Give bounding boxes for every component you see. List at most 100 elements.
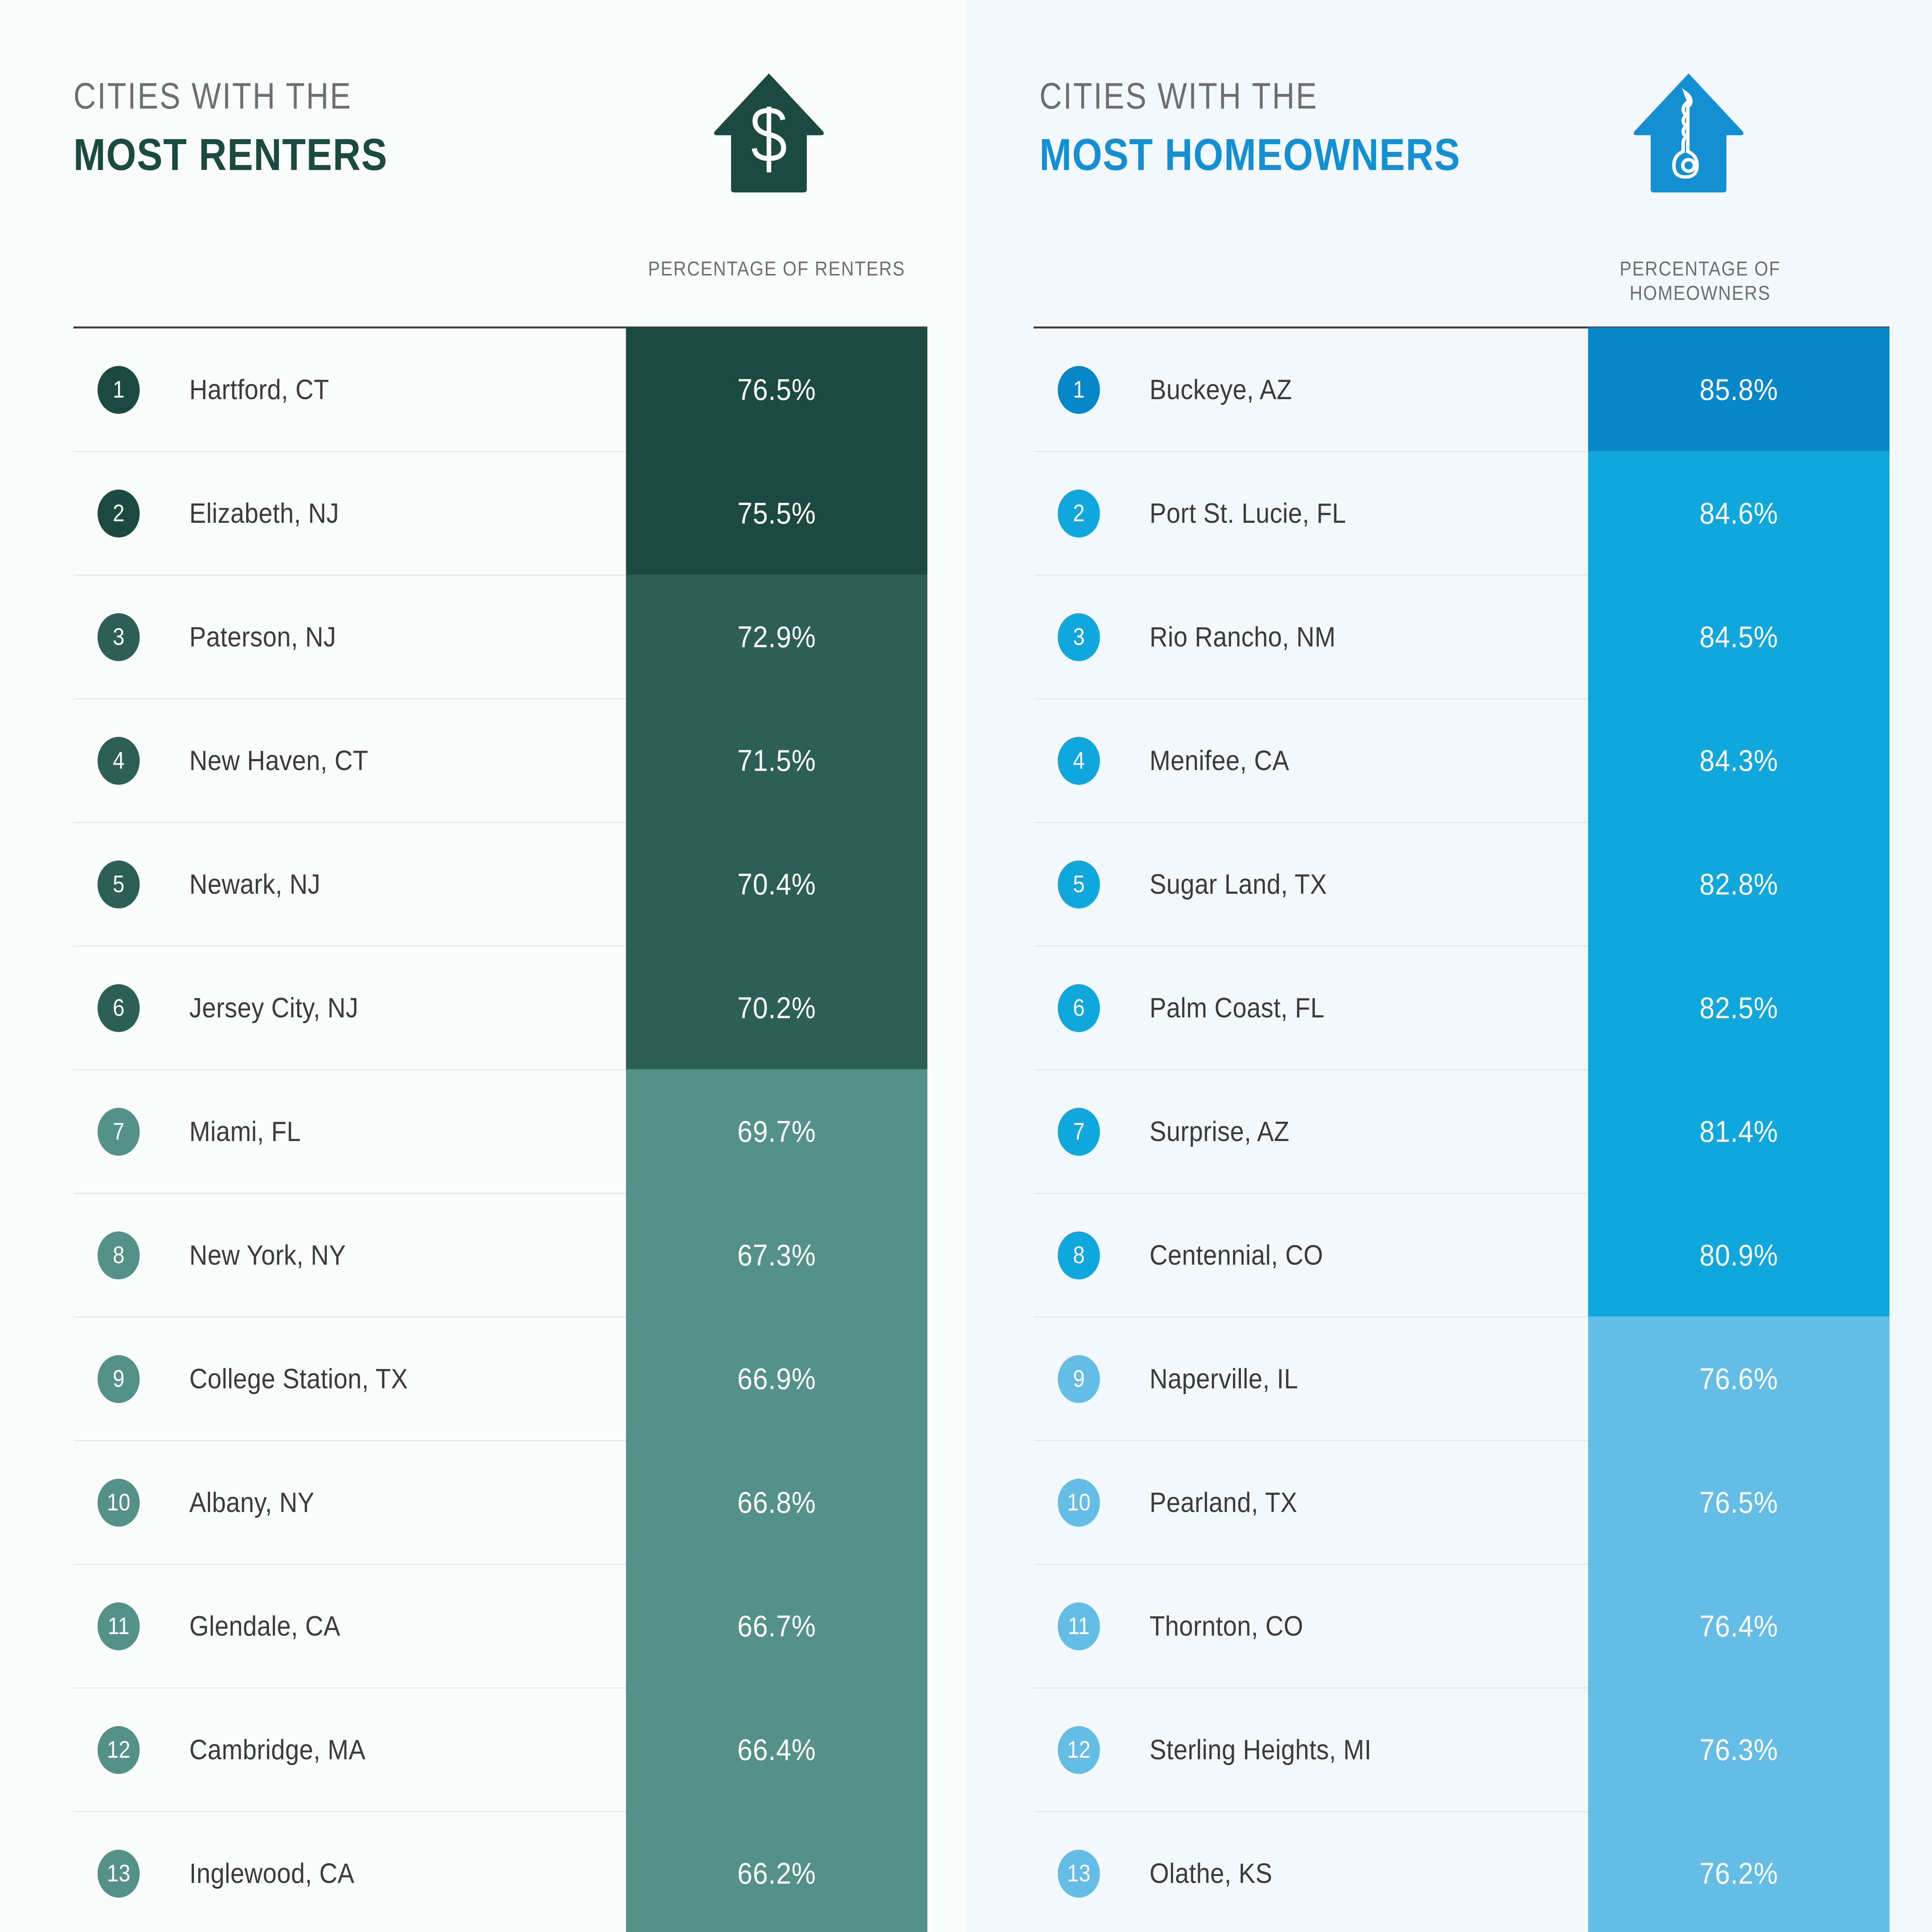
city-name-cell: Miami, FL [189,1070,626,1193]
rank-badge: 5 [1058,860,1100,908]
rank-cell: 7 [1034,1070,1150,1193]
percentage-label: 66.2% [737,1856,816,1890]
rank-cell: 12 [1034,1689,1150,1811]
city-name-label: Glendale, CA [189,1611,340,1642]
percentage-label: 81.4% [1699,1114,1778,1148]
rank-badge: 9 [97,1355,140,1403]
rank-badge: 1 [97,366,140,414]
rank-cell: 10 [1034,1441,1150,1564]
city-name-cell: Thornton, CO [1150,1565,1588,1687]
city-name-cell: Buckeye, AZ [1150,328,1588,451]
table-most-renters: 1 Hartford, CT 76.5% 2 Elizabeth, NJ 75.5% 3 Pa… [73,327,927,1932]
panel-most-homeowners: CITIES WITH THE MOST HOMEOWNERS PERCENTA… [966,0,1932,1932]
percentage-cell: 85.8% [1588,327,1889,452]
table-row[interactable]: 5 Newark, NJ 70.4% [73,822,927,947]
percentage-label: 72.9% [737,620,816,654]
rank-badge: 13 [1058,1849,1100,1898]
percentage-cell: 76.6% [1588,1316,1889,1441]
table-row[interactable]: 4 New Haven, CT 71.5% [73,698,927,823]
rank-cell: 2 [1034,452,1150,575]
rank-cell: 4 [1034,699,1150,822]
table-row[interactable]: 7 Miami, FL 69.7% [73,1069,927,1194]
city-name-cell: Menifee, CA [1150,699,1588,822]
table-row[interactable]: 10 Albany, NY 66.8% [73,1440,927,1565]
rank-badge: 13 [97,1849,140,1898]
city-name-label: College Station, TX [189,1363,408,1395]
city-name-label: Inglewood, CA [189,1858,355,1889]
table-row[interactable]: 1 Buckeye, AZ 85.8% [1034,327,1889,452]
table-row[interactable]: 6 Palm Coast, FL 82.5% [1034,946,1889,1070]
percentage-cell: 82.8% [1588,822,1889,947]
table-row[interactable]: 9 Naperville, IL 76.6% [1034,1316,1889,1441]
table-row[interactable]: 8 New York, NY 67.3% [73,1193,927,1318]
city-name-label: Olathe, KS [1150,1858,1272,1889]
percentage-label: 82.5% [1699,991,1778,1025]
city-name-label: Miami, FL [189,1116,301,1147]
table-row[interactable]: 8 Centennial, CO 80.9% [1034,1193,1889,1318]
rank-badge: 7 [97,1107,140,1156]
percentage-cell: 71.5% [626,698,927,823]
table-row[interactable]: 13 Olathe, KS 76.2% [1034,1811,1889,1932]
percentage-cell: 76.4% [1588,1564,1889,1689]
city-name-label: Sugar Land, TX [1150,869,1327,900]
table-row[interactable]: 12 Sterling Heights, MI 76.3% [1034,1687,1889,1812]
city-name-cell: Cambridge, MA [189,1689,626,1811]
title-kicker-homeowners: CITIES WITH THE [1039,75,1318,117]
table-row[interactable]: 13 Inglewood, CA 66.2% [73,1811,927,1932]
rank-cell: 9 [73,1318,189,1440]
city-name-cell: Rio Rancho, NM [1150,576,1588,698]
table-row[interactable]: 11 Thornton, CO 76.4% [1034,1564,1889,1689]
rank-badge: 8 [97,1231,140,1279]
table-row[interactable]: 5 Sugar Land, TX 82.8% [1034,822,1889,947]
rank-badge: 7 [1058,1107,1100,1156]
percentage-cell: 66.9% [626,1316,927,1441]
rank-cell: 3 [1034,576,1150,698]
percentage-cell: 66.2% [626,1811,927,1932]
city-name-label: Palm Coast, FL [1150,992,1325,1024]
percentage-label: 84.6% [1699,496,1778,530]
rank-cell: 6 [1034,947,1150,1069]
table-row[interactable]: 10 Pearland, TX 76.5% [1034,1440,1889,1565]
table-row[interactable]: 12 Cambridge, MA 66.4% [73,1687,927,1812]
table-row[interactable]: 6 Jersey City, NJ 70.2% [73,946,927,1070]
percentage-label: 71.5% [737,743,816,777]
table-row[interactable]: 4 Menifee, CA 84.3% [1034,698,1889,823]
rank-badge: 11 [1058,1602,1100,1650]
table-row[interactable]: 9 College Station, TX 66.9% [73,1316,927,1441]
percentage-label: 69.7% [737,1114,816,1148]
city-name-label: Rio Rancho, NM [1150,621,1336,653]
city-name-label: Albany, NY [189,1487,315,1518]
table-row[interactable]: 2 Port St. Lucie, FL 84.6% [1034,451,1889,576]
rank-badge: 2 [97,489,140,537]
rank-cell: 11 [1034,1565,1150,1687]
table-row[interactable]: 3 Rio Rancho, NM 84.5% [1034,575,1889,699]
rank-badge: 12 [97,1726,140,1774]
percentage-cell: 70.2% [626,946,927,1070]
percentage-cell: 72.9% [626,575,927,699]
rank-badge: 6 [1058,984,1100,1032]
percentage-label: 66.9% [737,1362,816,1396]
city-name-label: Elizabeth, NJ [189,498,339,529]
table-row[interactable]: 2 Elizabeth, NJ 75.5% [73,451,927,576]
city-name-label: Surprise, AZ [1150,1116,1289,1147]
city-name-cell: Olathe, KS [1150,1812,1588,1932]
percentage-cell: 84.5% [1588,575,1889,699]
table-row[interactable]: 7 Surprise, AZ 81.4% [1034,1069,1889,1194]
percentage-label: 76.6% [1699,1362,1778,1396]
city-name-cell: Hartford, CT [189,328,626,451]
city-name-label: Jersey City, NJ [189,992,359,1024]
percentage-cell: 70.4% [626,822,927,947]
city-name-cell: Glendale, CA [189,1565,626,1687]
city-name-label: Cambridge, MA [189,1734,366,1765]
table-row[interactable]: 3 Paterson, NJ 72.9% [73,575,927,699]
percentage-label: 76.2% [1699,1856,1778,1890]
city-name-cell: Inglewood, CA [189,1812,626,1932]
table-row[interactable]: 1 Hartford, CT 76.5% [73,327,927,452]
city-name-cell: Pearland, TX [1150,1441,1588,1564]
table-row[interactable]: 11 Glendale, CA 66.7% [73,1564,927,1689]
percentage-cell: 66.8% [626,1440,927,1565]
percentage-cell: 80.9% [1588,1193,1889,1318]
rank-badge: 2 [1058,489,1100,537]
rank-badge: 6 [97,984,140,1032]
